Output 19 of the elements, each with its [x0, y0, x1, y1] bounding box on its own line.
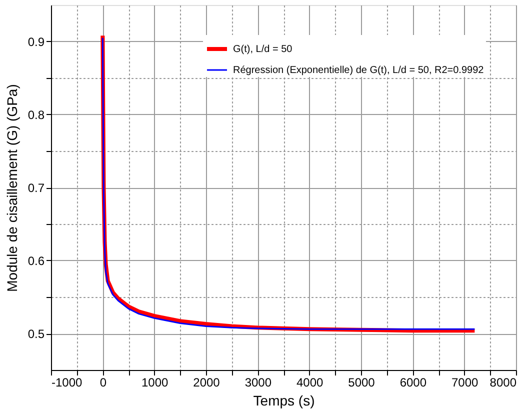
y-tick-label: 0.5 [28, 327, 45, 341]
y-tick-label: 0.8 [28, 108, 45, 122]
y-tick-label: 0.7 [28, 181, 45, 195]
x-tick-label: 5000 [348, 376, 376, 390]
x-axis-title: Temps (s) [253, 392, 315, 408]
x-tick-label: 4000 [296, 376, 324, 390]
x-tick-label: 6000 [400, 376, 427, 390]
legend-label: Régression (Exponentielle) de G(t), L/d = 50, R2=0.9992 [233, 65, 484, 76]
x-tick-label: 7000 [451, 376, 479, 390]
x-tick-label: -1000 [52, 376, 83, 390]
x-tick-label: 3000 [244, 376, 272, 390]
x-tick-label: 1000 [141, 376, 169, 390]
x-tick-label: 0 [100, 376, 107, 390]
y-tick-label: 0.9 [28, 35, 45, 49]
x-tick-label: 8000 [490, 376, 517, 390]
legend-label: G(t), L/d = 50 [233, 44, 293, 55]
y-axis-title: Module de cisaillement (G) (GPa) [4, 84, 20, 292]
x-tick-label: 2000 [193, 376, 220, 390]
y-tick-label: 0.6 [28, 254, 45, 268]
